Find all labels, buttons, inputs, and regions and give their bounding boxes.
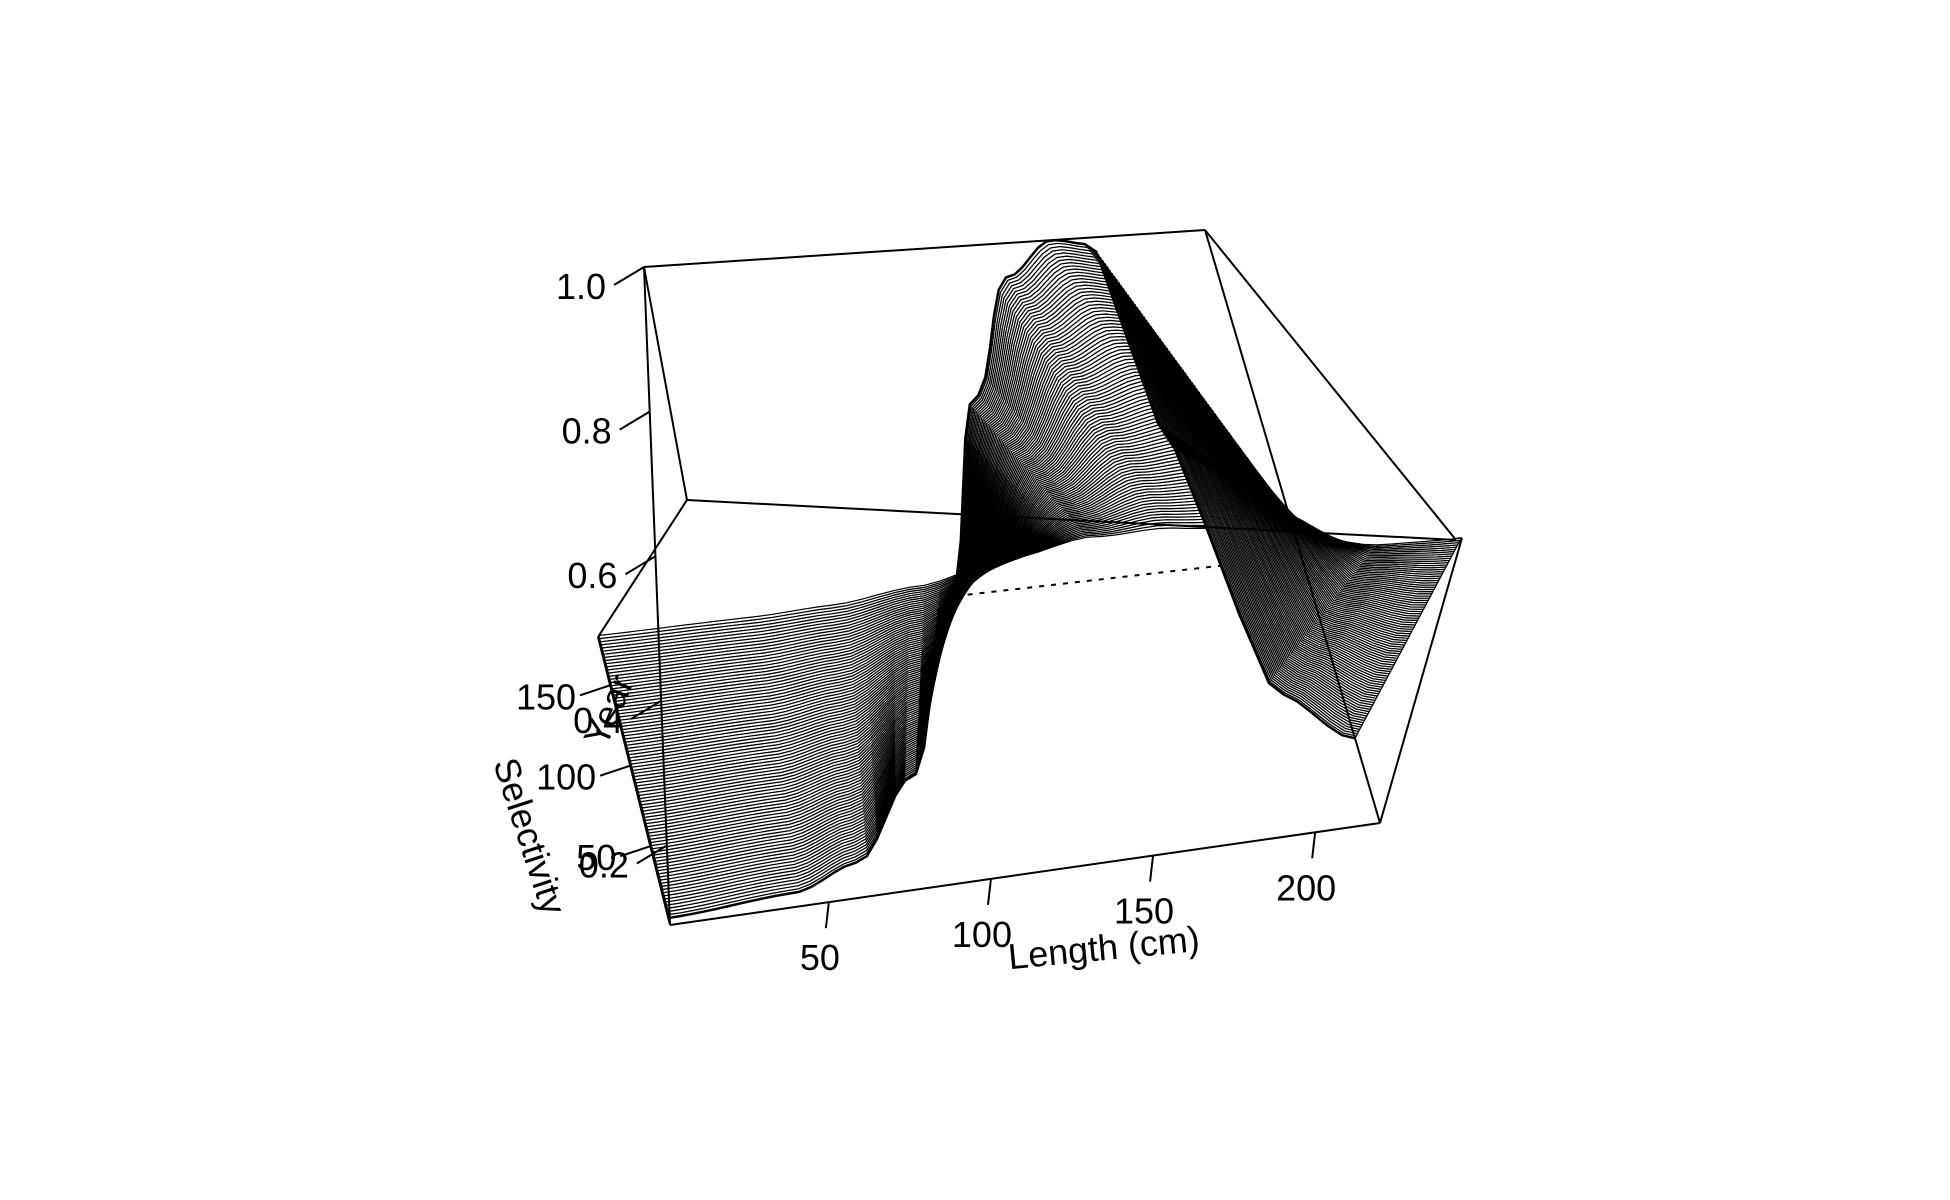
x-tick bbox=[1149, 855, 1155, 882]
x-tick bbox=[1311, 832, 1317, 859]
z-tick-label: 0.8 bbox=[562, 411, 612, 452]
z-tick-label: 0.6 bbox=[567, 555, 617, 596]
box-edge bbox=[597, 499, 688, 638]
z-tick bbox=[630, 699, 662, 720]
x-tick-label: 50 bbox=[800, 937, 840, 978]
y-tick bbox=[579, 684, 611, 697]
box-edge bbox=[1204, 229, 1457, 541]
z-tick bbox=[619, 410, 651, 431]
y-tick-label: 150 bbox=[516, 676, 576, 717]
z-tick bbox=[636, 844, 668, 865]
x-axis-label: Length (cm) bbox=[1006, 918, 1201, 977]
box-edge bbox=[643, 229, 1206, 268]
z-tick-label: 0.2 bbox=[579, 844, 629, 885]
surface-mesh bbox=[598, 238, 1463, 920]
z-axis: 0.20.40.60.81.0 Selectivity bbox=[485, 266, 668, 920]
x-tick-label: 100 bbox=[952, 914, 1012, 955]
x-tick-label: 200 bbox=[1276, 867, 1336, 908]
z-tick bbox=[624, 555, 656, 576]
box-edge bbox=[1379, 537, 1463, 824]
x-tick-label: 150 bbox=[1114, 891, 1174, 932]
box-edge bbox=[597, 636, 671, 926]
box-edge bbox=[1204, 229, 1381, 824]
z-tick-label: 1.0 bbox=[556, 266, 606, 307]
z-tick bbox=[613, 266, 645, 286]
y-tick bbox=[619, 845, 651, 858]
box-edge bbox=[643, 266, 671, 926]
x-tick bbox=[986, 878, 992, 906]
surface-front-edge bbox=[669, 238, 1356, 920]
box-edge bbox=[686, 499, 1457, 541]
z-tick-label: 0.4 bbox=[573, 700, 623, 741]
x-tick bbox=[824, 902, 830, 929]
y-tick-label: 100 bbox=[536, 757, 596, 798]
plot-box-front bbox=[643, 229, 1457, 926]
y-tick bbox=[599, 764, 631, 777]
x-axis: 50 100 150 200 Length (cm) bbox=[800, 832, 1336, 978]
box-edge bbox=[643, 266, 688, 501]
y-tick-label: 50 bbox=[576, 837, 616, 878]
box-edge bbox=[669, 822, 1381, 926]
